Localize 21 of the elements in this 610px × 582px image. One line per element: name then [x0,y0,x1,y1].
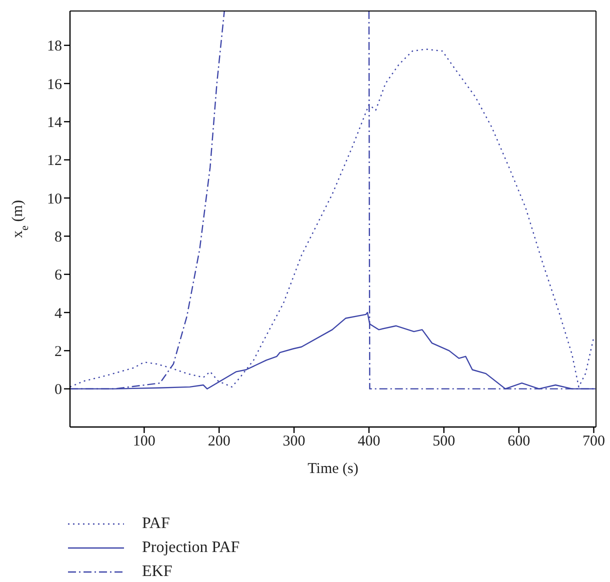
y-tick-label: 0 [54,382,62,398]
legend-label: PAF [142,515,170,533]
x-axis-title: Time (s) [308,461,358,477]
x-tick-label: 500 [432,434,456,450]
y-tick-label: 14 [47,115,62,132]
x-tick-label: 200 [208,434,230,450]
y-tick-label: 2 [54,344,62,360]
y-tick-label: 18 [47,38,62,55]
x-tick-label: 400 [358,434,380,450]
y-tick-label: 8 [54,230,62,246]
y-tick-label: 12 [47,153,62,170]
legend-label: Projection PAF [142,539,240,557]
y-tick-label: 6 [54,268,62,284]
y-tick-label: 16 [47,76,62,93]
x-tick-label: 700 [582,434,605,450]
x-tick-label: 300 [282,434,306,450]
y-tick-label: 10 [47,191,62,208]
x-tick-label: 100 [132,434,156,450]
legend-label: EKF [142,563,172,581]
x-tick-label: 600 [508,434,530,450]
y-tick-label: 4 [54,306,62,322]
